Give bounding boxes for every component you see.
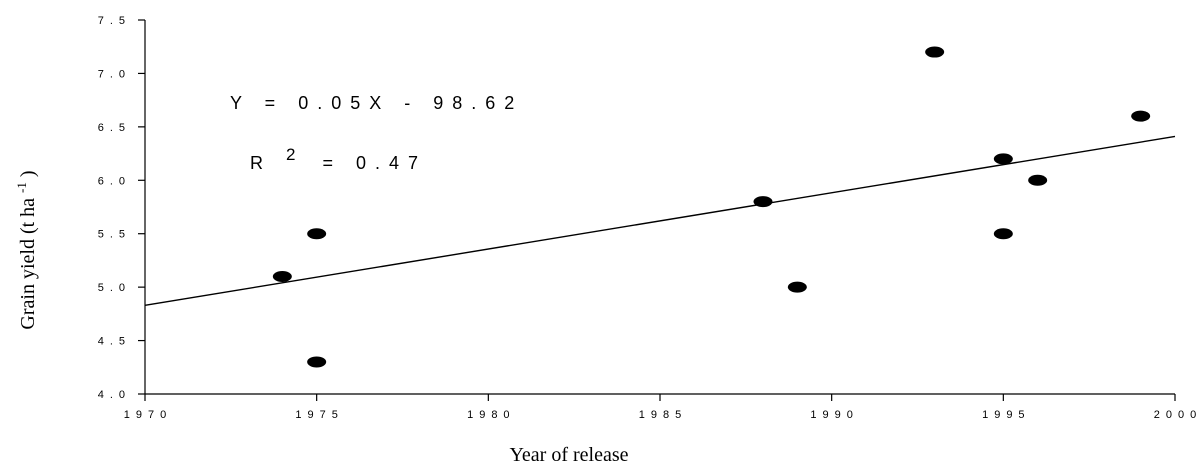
data-point: [272, 270, 292, 282]
y-axis-title-main: Grain yield (t ha: [17, 198, 39, 330]
r-squared-superscript: 2: [286, 145, 304, 164]
r-squared-annotation: R 2 = 0.47: [250, 144, 427, 173]
y-tick-label: 5.0: [98, 282, 131, 294]
x-tick-label: 1985: [639, 409, 687, 421]
data-point: [307, 228, 327, 240]
x-tick-label: 2000: [1154, 409, 1198, 421]
regression-line: [144, 135, 1176, 306]
y-axis: 4.0 4.5 5.0 5.5 6.0 6.5 7.0 7.5: [98, 15, 146, 401]
x-axis: 1970 1975 1980 1985 1990 1995 2000: [124, 393, 1198, 421]
x-tick-label: 1995: [982, 409, 1030, 421]
y-axis-title-close: ): [17, 170, 39, 177]
data-point: [993, 228, 1013, 240]
y-tick-label: 4.5: [98, 336, 131, 348]
x-tick-label: 1975: [295, 409, 343, 421]
y-tick-label: 6.0: [98, 175, 131, 187]
regression-equation: Y = 0.05X - 98.62: [230, 93, 523, 113]
y-axis-title-superscript: -1: [14, 182, 29, 193]
r-squared-symbol: R: [250, 153, 272, 173]
x-tick-label: 1970: [124, 409, 172, 421]
y-tick-label: 7.0: [98, 68, 131, 80]
y-axis-title: Grain yield (t ha -1 ): [9, 170, 39, 329]
data-point: [307, 356, 327, 368]
data-points: [272, 46, 1151, 368]
y-tick-label: 7.5: [98, 15, 131, 27]
data-point: [1131, 110, 1151, 122]
y-tick-label: 4.0: [98, 389, 131, 401]
x-tick-label: 1980: [467, 409, 515, 421]
data-point: [787, 281, 807, 293]
y-tick-label: 6.5: [98, 122, 131, 134]
data-point: [925, 46, 945, 58]
trendline-group: [144, 135, 1176, 306]
data-point: [1028, 174, 1048, 186]
data-point: [753, 196, 773, 208]
x-axis-title: Year of release: [509, 444, 628, 466]
data-point: [993, 153, 1013, 165]
r-squared-value: = 0.47: [323, 153, 428, 173]
y-tick-label: 5.5: [98, 229, 131, 241]
x-tick-label: 1990: [810, 409, 858, 421]
